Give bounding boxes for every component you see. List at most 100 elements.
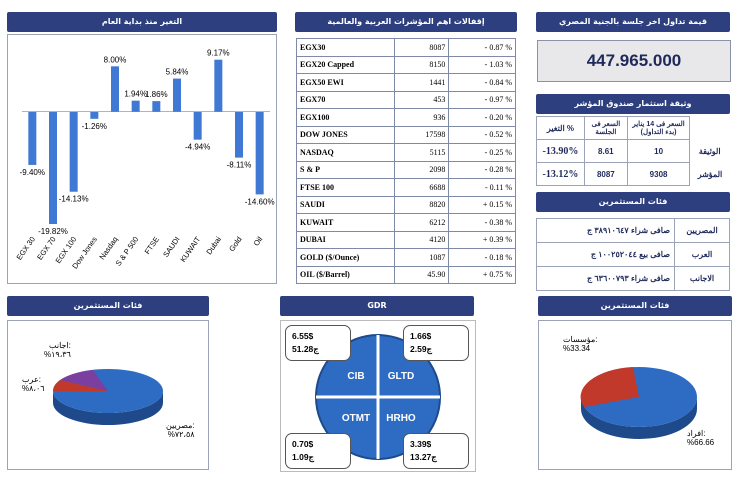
index-name: KUWAIT <box>295 213 396 232</box>
bar-value-label: -14.60% <box>245 197 275 206</box>
pie-right-panel: مؤسسات: %33.34 افراد: %66.66 <box>538 320 732 470</box>
investors-arab-value: صافى بيع ١٠٠٢٥٢٠٤٤ ج <box>536 242 675 267</box>
bar-value-label: -1.26% <box>82 122 107 131</box>
bar-saudi <box>173 78 181 112</box>
category-label: Gold <box>227 235 243 253</box>
indices-table: EGX30 8087- 0.87 % EGX20 Capped 8150- 1.03 … <box>295 38 516 284</box>
index-row: EGX20 Capped 8150- 1.03 % <box>295 55 516 74</box>
index-name: EGX50 EWI <box>295 73 396 92</box>
bar-ftse <box>152 101 161 112</box>
gdr-hrho-usd: 3.39$ <box>410 439 432 449</box>
investors-table: صافى شراء ٣٨٩١٠٦٤٧ ج المصريين صافى بيع ١… <box>536 218 730 291</box>
indices-title: إقفالات اهم المؤشرات العربية والعالمية <box>295 12 517 32</box>
index-row: EGX100 936- 0.20 % <box>295 108 516 127</box>
pie-left-chart <box>52 369 163 425</box>
index-value: 4120 <box>394 230 450 249</box>
index-row: S & P 2098- 0.28 % <box>295 160 516 179</box>
gdr-otmt-usd: 0.70$ <box>292 439 314 449</box>
bar-oil <box>255 111 264 195</box>
pie-right-individuals-pct: %66.66 <box>687 438 715 447</box>
index-row: OIL ($/Barrel) 45.90 + 0.75 % <box>295 265 516 284</box>
index-change: - 0.38 % <box>448 213 516 232</box>
bar-egx-100 <box>69 111 78 192</box>
fund-index-label: المؤشر <box>697 169 723 179</box>
pie-right-title: فئات المستثمرين <box>538 296 732 316</box>
index-change: - 0.20 % <box>448 108 516 127</box>
index-row: EGX50 EWI 1441- 0.84 % <box>295 73 516 92</box>
bar-kuwait <box>193 111 202 140</box>
last-session-value-title: قيمة تداول اخر جلسة بالجنية المصري <box>536 12 730 32</box>
index-row: DUBAI 4120 + 0.39 % <box>295 230 516 249</box>
category-label: FTSE <box>143 235 161 256</box>
index-change: - 0.11 % <box>448 178 516 197</box>
bar-dow-jones <box>90 111 99 119</box>
bar-value-label: 5.84% <box>166 68 189 77</box>
pie-left-foreign-name: اجانب: <box>48 341 71 350</box>
index-change: - 0.97 % <box>448 90 516 109</box>
index-value: 8820 <box>394 195 450 214</box>
index-change: - 0.87 % <box>448 38 516 57</box>
investors-foreign-value: صافى شراء ٦٣٦٠٠٧٩٣ ج <box>536 266 675 291</box>
index-row: DOW JONES 17598- 0.52 % <box>295 125 516 144</box>
index-name: DUBAI <box>295 230 396 249</box>
index-name: GOLD ($/Ounce) <box>295 248 396 267</box>
fund-header-change: التغير % <box>536 116 585 140</box>
gdr-title: GDR <box>280 296 474 316</box>
bar-gold <box>235 111 243 158</box>
fund-table: التغير % السعر فى الجلسة السعر فى 14 ينا… <box>536 116 730 186</box>
pie-left-foreign-pct: %١٩،٣٦ <box>44 350 71 359</box>
index-row: GOLD ($/Ounce) 1087- 0.18 % <box>295 248 516 267</box>
pie-left-label-egyptian: مصريين: %٧٢،٥٨ <box>166 421 195 439</box>
pie-right-depth <box>581 397 697 439</box>
fund-header-session: السعر فى الجلسة <box>583 116 628 140</box>
index-row: NASDAQ 5115- 0.25 % <box>295 143 516 162</box>
category-label: Oil <box>252 235 265 248</box>
pie-left-slice-foreign <box>60 370 108 391</box>
index-change: - 0.84 % <box>448 73 516 92</box>
pie-left-label-arab: عرب: %٨،٠٦ <box>22 375 45 393</box>
bar-value-label: -9.40% <box>20 168 45 177</box>
investors-foreign-label: الاجانب <box>674 266 730 291</box>
index-row: EGX30 8087- 0.87 % <box>295 38 516 57</box>
pie-left-egyptian-name: مصريين: <box>166 421 195 430</box>
investors-egyptian-value: صافى شراء ٣٨٩١٠٦٤٧ ج <box>536 218 675 243</box>
gdr-box-gltd: 1.66$ 2.59ج <box>403 325 469 361</box>
investors-egyptian-label: المصريين <box>674 218 730 243</box>
index-change: - 0.28 % <box>448 160 516 179</box>
bar-value-label: -19.82% <box>38 227 68 236</box>
gdr-quadrant-hrho: HRHO <box>386 413 416 424</box>
index-name: EGX30 <box>295 38 396 57</box>
pie-left-slice-arab <box>52 380 108 391</box>
index-change: - 1.03 % <box>448 55 516 74</box>
index-value: 5115 <box>394 143 450 162</box>
fund-doc-session: 8.61 <box>583 139 628 163</box>
bar-nasdaq <box>111 66 119 112</box>
index-change: - 0.18 % <box>448 248 516 267</box>
fund-title: وثيقة استثمار صندوق المؤشر <box>536 94 730 114</box>
category-label: SAUDI <box>161 235 182 259</box>
index-value: 2098 <box>394 160 450 179</box>
index-row: SAUDI 8820 + 0.15 % <box>295 195 516 214</box>
index-change: + 0.75 % <box>448 265 516 284</box>
gdr-gltd-usd: 1.66$ <box>410 331 432 341</box>
gdr-panel: CIB GLTD OTMT HRHO 6.55$ 51.28ج 1.66$ 2.… <box>280 320 476 472</box>
pie-right-institutions-name: مؤسسات: <box>563 335 598 344</box>
index-value: 936 <box>394 108 450 127</box>
pie-left-title: فئات المستثمرين <box>7 296 209 316</box>
index-change: + 0.15 % <box>448 195 516 214</box>
index-row: EGX70 453- 0.97 % <box>295 90 516 109</box>
gdr-box-cib: 6.55$ 51.28ج <box>285 325 351 361</box>
gdr-chart: CIB GLTD OTMT HRHO <box>315 334 441 460</box>
gdr-gltd-egp: 2.59ج <box>410 344 433 354</box>
bar-chart: -9.40%EGX 30-19.82%EGX 70-14.13%EGX 100-… <box>15 49 275 271</box>
bar-value-label: -4.94% <box>185 143 210 152</box>
index-name: EGX20 Capped <box>295 55 396 74</box>
pie-right-slice-institutions <box>580 367 639 407</box>
pie-right-label-institutions: مؤسسات: %33.34 <box>563 335 597 353</box>
index-value: 8087 <box>394 38 450 57</box>
pie-right-individuals-name: افراد: <box>687 429 706 438</box>
bar-s-p-500 <box>131 100 140 112</box>
index-row: FTSE 100 6688- 0.11 % <box>295 178 516 197</box>
gdr-quadrant-cib: CIB <box>347 371 364 382</box>
